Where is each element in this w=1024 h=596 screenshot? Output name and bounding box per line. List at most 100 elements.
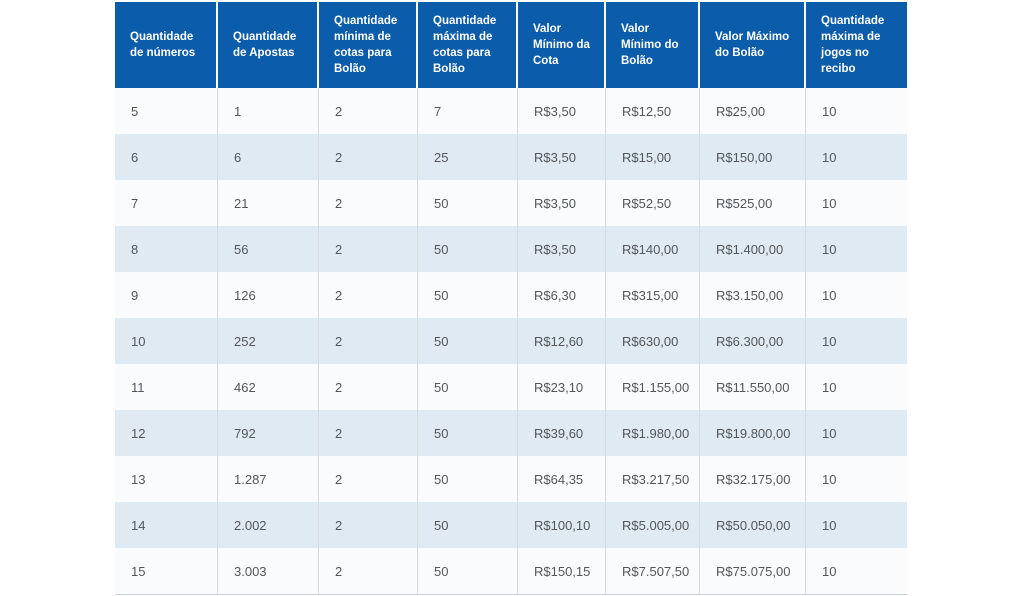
table-cell: 10 [822,241,837,257]
table-cell: 56 [218,226,319,272]
table-cell: 1 [218,88,319,134]
table-cell: R$100,10 [518,502,606,548]
table-cell: 50 [418,502,518,548]
table-cell: 21 [218,180,319,226]
table-cell: R$3,50 [518,88,606,134]
table-cell: R$150,15 [518,548,606,594]
column-header-qtd-apostas: Quantidade de Apostas [218,2,319,88]
table-row: 6 6 2 25 R$3,50 R$15,00 R$150,00 10 [115,134,907,180]
table-cell: 2 [319,180,418,226]
column-header-valor-max-bolao: Valor Máximo do Bolão [700,2,806,88]
table-cell: R$315,00 [606,272,700,318]
table-cell: 10 [822,379,837,395]
table-cell: 10 [115,318,218,364]
table-cell: R$11.550,00 [700,364,806,410]
table-cell: 10 [822,195,837,211]
table-cell: 50 [418,272,518,318]
table-cell: 50 [418,318,518,364]
table-cell: 2 [319,410,418,456]
table-cell: 11 [115,364,218,410]
table-cell: 7 [418,88,518,134]
table-cell: 3.003 [218,548,319,594]
table-cell: 7 [115,180,218,226]
table-cell: 6 [115,134,218,180]
table-cell: 50 [418,180,518,226]
table-cell: R$3.217,50 [606,456,700,502]
table-cell: 13 [115,456,218,502]
table-cell: R$630,00 [606,318,700,364]
table-cell: 10 [822,149,837,165]
table-row: 7 21 2 50 R$3,50 R$52,50 R$525,00 10 [115,180,907,226]
table-cell: 10 [822,103,837,119]
table-row: 10 252 2 50 R$12,60 R$630,00 R$6.300,00 … [115,318,907,364]
table-cell: 50 [418,456,518,502]
table-cell: R$150,00 [700,134,806,180]
table-cell: 126 [218,272,319,318]
table-cell: 10 [822,425,837,441]
table-cell: R$525,00 [700,180,806,226]
table-cell: 2 [319,318,418,364]
table-cell: R$50.050,00 [700,502,806,548]
table-cell: 10 [822,563,837,579]
table-cell: R$1.980,00 [606,410,700,456]
table-cell: R$64,35 [518,456,606,502]
table-cell: 50 [418,364,518,410]
table-row: 5 1 2 7 R$3,50 R$12,50 R$25,00 10 [115,88,907,134]
column-header-max-cotas-bolao: Quantidade máxima de cotas para Bolão [418,2,518,88]
bolao-pricing-table: Quantidade de números Quantidade de Apos… [115,2,907,595]
table-cell: 25 [418,134,518,180]
table-cell: 10 [822,517,837,533]
table-row: 11 462 2 50 R$23,10 R$1.155,00 R$11.550,… [115,364,907,410]
header-row: Quantidade de números Quantidade de Apos… [115,2,907,88]
table-cell: 9 [115,272,218,318]
table-row: 12 792 2 50 R$39,60 R$1.980,00 R$19.800,… [115,410,907,456]
table-cell: 50 [418,410,518,456]
column-header-valor-min-cota: Valor Mínimo da Cota [518,2,606,88]
table-cell: R$3,50 [518,226,606,272]
table-row: 8 56 2 50 R$3,50 R$140,00 R$1.400,00 10 [115,226,907,272]
table-cell: 50 [418,226,518,272]
table-cell: 2.002 [218,502,319,548]
table-cell: 2 [319,548,418,594]
table-cell: R$19.800,00 [700,410,806,456]
column-header-max-jogos-recibo: Quantidade máxima de jogos no recibo [806,2,907,88]
table-row: 14 2.002 2 50 R$100,10 R$5.005,00 R$50.0… [115,502,907,548]
table-cell: R$6.300,00 [700,318,806,364]
table-cell: 14 [115,502,218,548]
table-cell: R$32.175,00 [700,456,806,502]
table-cell: R$15,00 [606,134,700,180]
table-cell: 10 [822,471,837,487]
table-cell: R$1.155,00 [606,364,700,410]
table-cell: 12 [115,410,218,456]
table-cell: R$52,50 [606,180,700,226]
column-header-valor-min-bolao: Valor Mínimo do Bolão [606,2,700,88]
table-cell: R$75.075,00 [700,548,806,594]
table-cell: R$5.005,00 [606,502,700,548]
table-cell: 2 [319,88,418,134]
table-row: 15 3.003 2 50 R$150,15 R$7.507,50 R$75.0… [115,548,907,594]
table-cell: 10 [822,333,837,349]
table-cell: R$3,50 [518,134,606,180]
table-cell: R$3.150,00 [700,272,806,318]
table-cell: R$39,60 [518,410,606,456]
table-cell: 1.287 [218,456,319,502]
table-cell: 2 [319,226,418,272]
table-cell: 792 [218,410,319,456]
table-cell: 462 [218,364,319,410]
table-cell: R$23,10 [518,364,606,410]
table-cell: 2 [319,456,418,502]
table-row: 9 126 2 50 R$6,30 R$315,00 R$3.150,00 10 [115,272,907,318]
table-cell: R$12,50 [606,88,700,134]
table-cell: 15 [115,548,218,594]
table-cell: 6 [218,134,319,180]
table-cell: 10 [822,287,837,303]
table-cell: R$1.400,00 [700,226,806,272]
table-cell: 2 [319,134,418,180]
table-cell: 5 [115,88,218,134]
table-cell: R$7.507,50 [606,548,700,594]
table-cell: 2 [319,364,418,410]
table-cell: R$25,00 [700,88,806,134]
bolao-table-container: Quantidade de números Quantidade de Apos… [115,2,907,595]
table-cell: 8 [115,226,218,272]
